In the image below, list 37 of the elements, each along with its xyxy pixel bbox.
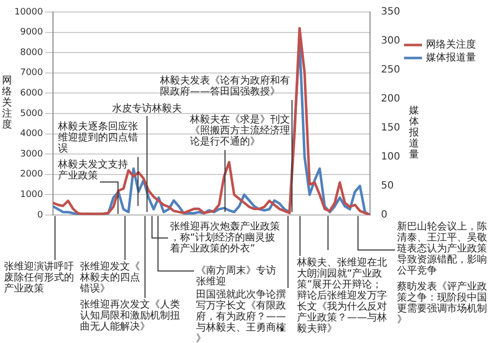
y-axis-title: 网络关注度 — [2, 76, 12, 131]
y-tick-label: 6000 — [20, 88, 44, 99]
y-tick-label: 10000 — [14, 7, 44, 18]
text: 田国强就此次争论撰写万字长文《有限政府，有为政府？——与林毅夫、王勇商榷》 — [196, 288, 286, 343]
y2-tick-label: 50 — [381, 180, 394, 192]
legend-label: 媒体报道量 — [426, 52, 476, 64]
y2-tick-label: 350 — [381, 6, 400, 18]
annotation: 林毅夫发文支持产业政策 — [57, 158, 128, 182]
annotation: 林毅夫发表《论有为政府和有限政府——答田国强教授》 — [159, 74, 290, 98]
annotation: 林毅夫逐条回应张维迎提到的四点错误 — [57, 120, 138, 155]
y-tick-label: 3000 — [20, 149, 44, 160]
y2-axis-title: 媒体报道量 — [408, 106, 419, 161]
y2-tick-label: 200 — [381, 94, 400, 105]
y-tick-label: 7000 — [20, 68, 44, 78]
annotation: 水皮专访林毅夫 — [112, 102, 182, 115]
y2-tick-label: 250 — [381, 64, 400, 76]
y2-tick-label: 0 — [381, 210, 388, 221]
text: 张维迎演讲呼吁废除任何形式的产业政策 — [4, 260, 74, 295]
text: 张维迎再次发文《人类认知局限和激励机制扭曲无人能解决》 — [80, 298, 180, 333]
y-tick-label: 0 — [37, 210, 44, 220]
text: 张维迎发文《林毅夫的四点错误》 — [79, 260, 140, 295]
y-tick-label: 4000 — [20, 129, 44, 140]
text: 新巴山轮会议上，陈清泰、王江平、吴敬琏表态认为产业政策导致资源错配，影响公平竞争 — [397, 220, 487, 277]
y2-tick-label: 100 — [381, 152, 400, 163]
y-tick-label: 8000 — [20, 48, 44, 58]
y-tick-label: 1000 — [20, 190, 44, 200]
y2-tick-label: 150 — [381, 122, 400, 134]
y-tick-label: 2000 — [20, 170, 44, 180]
text: 蔡昉发表《评产业政策之争：现阶段中国更需要强调市场机制》 — [397, 280, 487, 326]
text: 《南方周末》专访张维迎 — [196, 264, 276, 288]
y2-tick-label: 300 — [381, 36, 400, 47]
text: 张维迎再次炮轰产业政策，称“计划经济的幽灵披着产业政策的外衣” — [170, 220, 280, 255]
annotation: 林毅夫在《求是》刊文《照搬西方主流经济理论是行不通的》 — [189, 114, 290, 148]
legend-label: 网络关注度 — [426, 38, 476, 51]
y-tick-label: 5000 — [20, 108, 44, 119]
y-tick-label: 9000 — [20, 28, 44, 38]
text: 林毅夫、张维迎在北大朗润园就“产业政策”展开公开辩论；辩论后张维迎发万字长文《我为什么反对产业政策？——与林毅夫辩》 — [296, 256, 387, 335]
